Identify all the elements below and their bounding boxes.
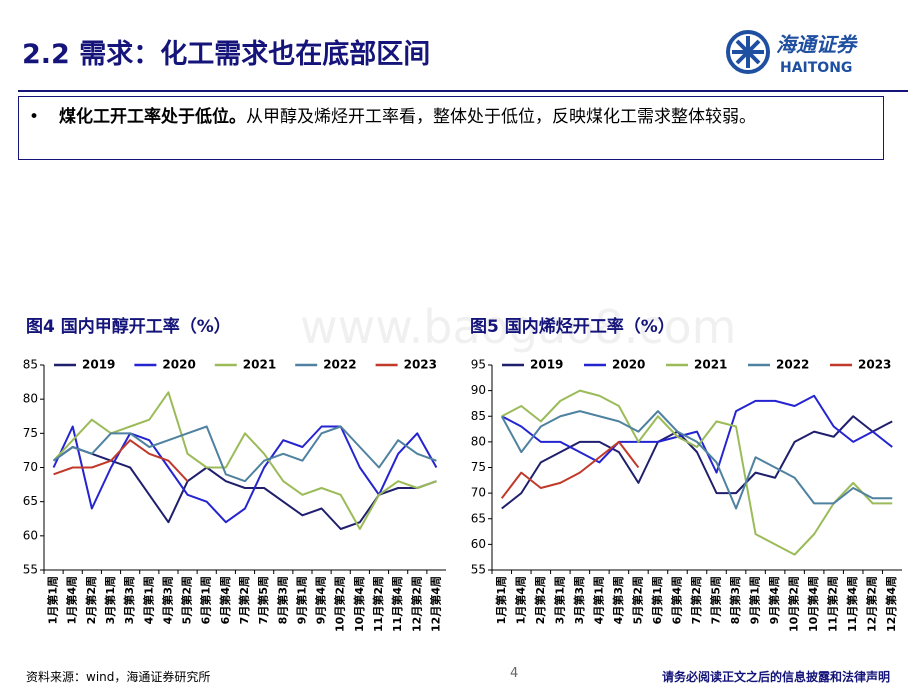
logo-cn: 海通证券 bbox=[776, 33, 858, 57]
x-tick-label: 4月第3周 bbox=[611, 576, 625, 624]
legend-label: 2019 bbox=[82, 358, 115, 372]
legend-label: 2022 bbox=[323, 358, 356, 372]
chart-title: 图5 国内烯烃开工率（%） bbox=[470, 316, 675, 337]
y-tick-label: 55 bbox=[471, 563, 486, 577]
x-tick-label: 6月第1周 bbox=[650, 576, 664, 624]
x-tick-label: 9月第4周 bbox=[767, 576, 781, 624]
bullet-box: • 煤化工开工率处于低位。从甲醇及烯烃开工率看，整体处于低位，反映煤化工需求整体… bbox=[18, 96, 884, 160]
slide-title: 2.2 需求：化工需求也在底部区间 bbox=[22, 39, 431, 70]
y-tick-label: 95 bbox=[471, 358, 486, 372]
x-tick-label: 1月第4周 bbox=[65, 576, 79, 624]
bullet-bold: 煤化工开工率处于低位。 bbox=[59, 107, 246, 127]
x-tick-label: 11月第2周 bbox=[371, 576, 385, 632]
x-tick-label: 10月第4周 bbox=[352, 576, 366, 632]
x-tick-label: 6月第4周 bbox=[218, 576, 232, 624]
x-tick-label: 11月第4周 bbox=[390, 576, 404, 632]
legend-label: 2022 bbox=[776, 358, 809, 372]
y-tick-label: 65 bbox=[23, 494, 38, 508]
x-tick-label: 8月第3周 bbox=[275, 576, 289, 624]
x-tick-label: 2月第2周 bbox=[533, 576, 547, 624]
series-line bbox=[501, 389, 893, 556]
x-tick-label: 4月第1周 bbox=[591, 576, 605, 624]
x-tick-label: 7月第2周 bbox=[237, 576, 251, 624]
y-tick-label: 90 bbox=[471, 383, 486, 397]
y-tick-label: 85 bbox=[471, 409, 486, 423]
x-tick-label: 1月第4周 bbox=[513, 576, 527, 624]
x-tick-label: 6月第1周 bbox=[199, 576, 213, 624]
x-tick-label: 3月第1周 bbox=[552, 576, 566, 624]
x-tick-label: 4月第3周 bbox=[160, 576, 174, 624]
x-tick-label: 2月第2周 bbox=[84, 576, 98, 624]
x-tick-label: 7月第5周 bbox=[256, 576, 270, 624]
logo-en: HAITONG bbox=[780, 60, 852, 76]
x-tick-label: 1月第1周 bbox=[494, 576, 508, 624]
x-tick-label: 12月第4周 bbox=[428, 576, 442, 632]
y-tick-label: 80 bbox=[471, 434, 486, 448]
bullet-text: 从甲醇及烯烃开工率看，整体处于低位，反映煤化工需求整体较弱。 bbox=[246, 107, 756, 127]
x-tick-label: 1月第1周 bbox=[46, 576, 60, 624]
series-line bbox=[52, 391, 437, 530]
series-line bbox=[500, 440, 640, 499]
legend-label: 2021 bbox=[694, 358, 727, 372]
y-tick-label: 60 bbox=[471, 537, 486, 551]
x-tick-label: 10月第2周 bbox=[333, 576, 347, 632]
y-tick-label: 55 bbox=[23, 563, 38, 577]
x-tick-label: 8月第3周 bbox=[728, 576, 742, 624]
y-tick-label: 75 bbox=[471, 460, 486, 474]
legend-label: 2019 bbox=[530, 358, 563, 372]
x-tick-label: 10月第2周 bbox=[787, 576, 801, 632]
series-line bbox=[501, 394, 893, 474]
bullet-dot: • bbox=[29, 107, 40, 127]
x-tick-label: 9月第1周 bbox=[294, 576, 308, 624]
legend-label: 2020 bbox=[612, 358, 645, 372]
x-tick-label: 4月第1周 bbox=[141, 576, 155, 624]
y-tick-label: 65 bbox=[471, 511, 486, 525]
series-line bbox=[53, 439, 189, 482]
x-tick-label: 5月第2周 bbox=[630, 576, 644, 624]
series-line bbox=[52, 446, 437, 530]
watermark: www.baogao8.com bbox=[300, 300, 737, 354]
logo: 海通证券 HAITONG bbox=[726, 30, 858, 76]
y-tick-label: 85 bbox=[23, 358, 38, 372]
y-tick-label: 80 bbox=[23, 392, 38, 406]
x-tick-label: 6月第4周 bbox=[669, 576, 683, 624]
logo-ring bbox=[726, 30, 770, 74]
page-number: 4 bbox=[510, 666, 519, 681]
source: 资料来源：wind，海通证券研究所 bbox=[26, 670, 211, 684]
x-tick-label: 11月第4周 bbox=[845, 576, 859, 632]
legend-label: 2023 bbox=[858, 358, 891, 372]
x-tick-label: 3月第3周 bbox=[122, 576, 136, 624]
chart-title: 图4 国内甲醇开工率（%） bbox=[26, 316, 231, 337]
x-tick-label: 3月第3周 bbox=[572, 576, 586, 624]
x-tick-label: 12月第4周 bbox=[884, 576, 898, 632]
logo-mark bbox=[732, 36, 764, 68]
x-tick-label: 5月第2周 bbox=[180, 576, 194, 624]
header-rule bbox=[18, 90, 908, 92]
x-tick-label: 9月第1周 bbox=[748, 576, 762, 624]
series-line bbox=[52, 425, 437, 483]
series-line bbox=[52, 425, 438, 524]
legend-label: 2020 bbox=[162, 358, 195, 372]
x-tick-label: 12月第2周 bbox=[865, 576, 879, 632]
x-tick-label: 7月第2周 bbox=[689, 576, 703, 624]
x-tick-label: 10月第4周 bbox=[806, 576, 820, 632]
disclaimer: 请务必阅读正文之后的信息披露和法律声明 bbox=[661, 670, 890, 684]
y-tick-label: 75 bbox=[23, 426, 38, 440]
x-tick-label: 12月第2周 bbox=[409, 576, 423, 632]
series-line bbox=[501, 415, 893, 510]
x-tick-label: 9月第4周 bbox=[314, 576, 328, 624]
x-tick-label: 7月第5周 bbox=[709, 576, 723, 624]
y-tick-label: 70 bbox=[23, 460, 38, 474]
legend-label: 2021 bbox=[243, 358, 276, 372]
y-tick-label: 60 bbox=[23, 528, 38, 542]
x-tick-label: 3月第1周 bbox=[103, 576, 117, 624]
y-tick-label: 70 bbox=[471, 486, 486, 500]
legend-label: 2023 bbox=[404, 358, 437, 372]
series-line bbox=[500, 410, 893, 510]
x-tick-label: 11月第2周 bbox=[826, 576, 840, 632]
